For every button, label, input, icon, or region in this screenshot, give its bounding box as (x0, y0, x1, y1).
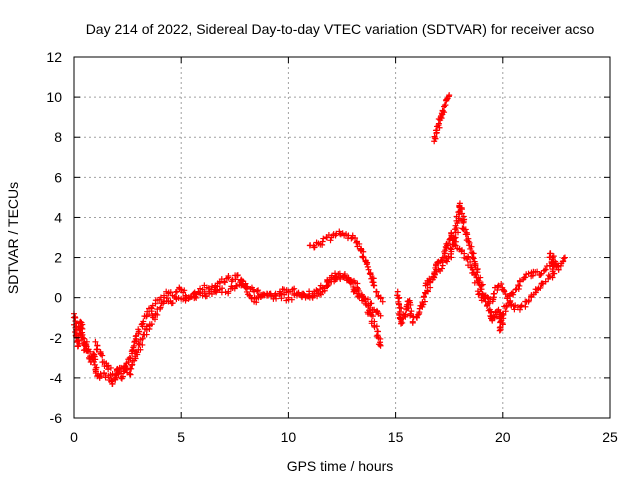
y-axis-label: SDTVAR / TECUs (5, 182, 21, 294)
series-second-segment (394, 200, 568, 333)
series-outlier-segment (431, 92, 452, 144)
x-tick-label: 5 (177, 429, 185, 445)
points-layer (71, 92, 568, 387)
y-tick-label: 12 (46, 49, 62, 65)
data-point (444, 259, 450, 265)
data-point (173, 289, 179, 295)
data-point (128, 366, 134, 372)
y-tick-label: 2 (54, 250, 62, 266)
y-tick-label: -6 (50, 410, 63, 426)
y-tick-label: 6 (54, 169, 62, 185)
data-point (432, 135, 438, 141)
data-point (254, 288, 260, 294)
y-tick-label: 4 (54, 209, 62, 225)
plot-frame (74, 57, 610, 418)
y-tick-label: 0 (54, 290, 62, 306)
data-point (72, 315, 78, 321)
x-tick-label: 20 (495, 429, 511, 445)
grid-layer (74, 57, 610, 418)
data-point (410, 320, 416, 326)
y-tick-label: 10 (46, 89, 62, 105)
y-tick-label: -2 (50, 330, 63, 346)
x-tick-label: 15 (388, 429, 404, 445)
chart-title: Day 214 of 2022, Sidereal Day-to-day VTE… (86, 21, 595, 37)
data-point (371, 282, 377, 288)
data-point (353, 240, 359, 246)
y-tick-label: 8 (54, 129, 62, 145)
ticks-layer: 0 5 10 15 20 25 -6 -4 -2 0 2 4 6 8 10 12 (46, 49, 618, 445)
x-tick-label: 10 (281, 429, 297, 445)
data-point (359, 253, 365, 259)
x-tick-label: 25 (602, 429, 618, 445)
series-second-lower (423, 230, 562, 313)
data-point (491, 291, 497, 297)
x-tick-label: 0 (70, 429, 78, 445)
data-point (522, 304, 528, 310)
chart: Day 214 of 2022, Sidereal Day-to-day VTE… (0, 0, 640, 480)
data-point (471, 255, 477, 261)
data-point (516, 283, 522, 289)
x-axis-label: GPS time / hours (287, 458, 394, 474)
data-point (105, 366, 111, 372)
data-point (538, 272, 544, 278)
data-point (320, 236, 326, 242)
y-tick-label: -4 (50, 370, 63, 386)
series-upper-branch (92, 270, 383, 378)
